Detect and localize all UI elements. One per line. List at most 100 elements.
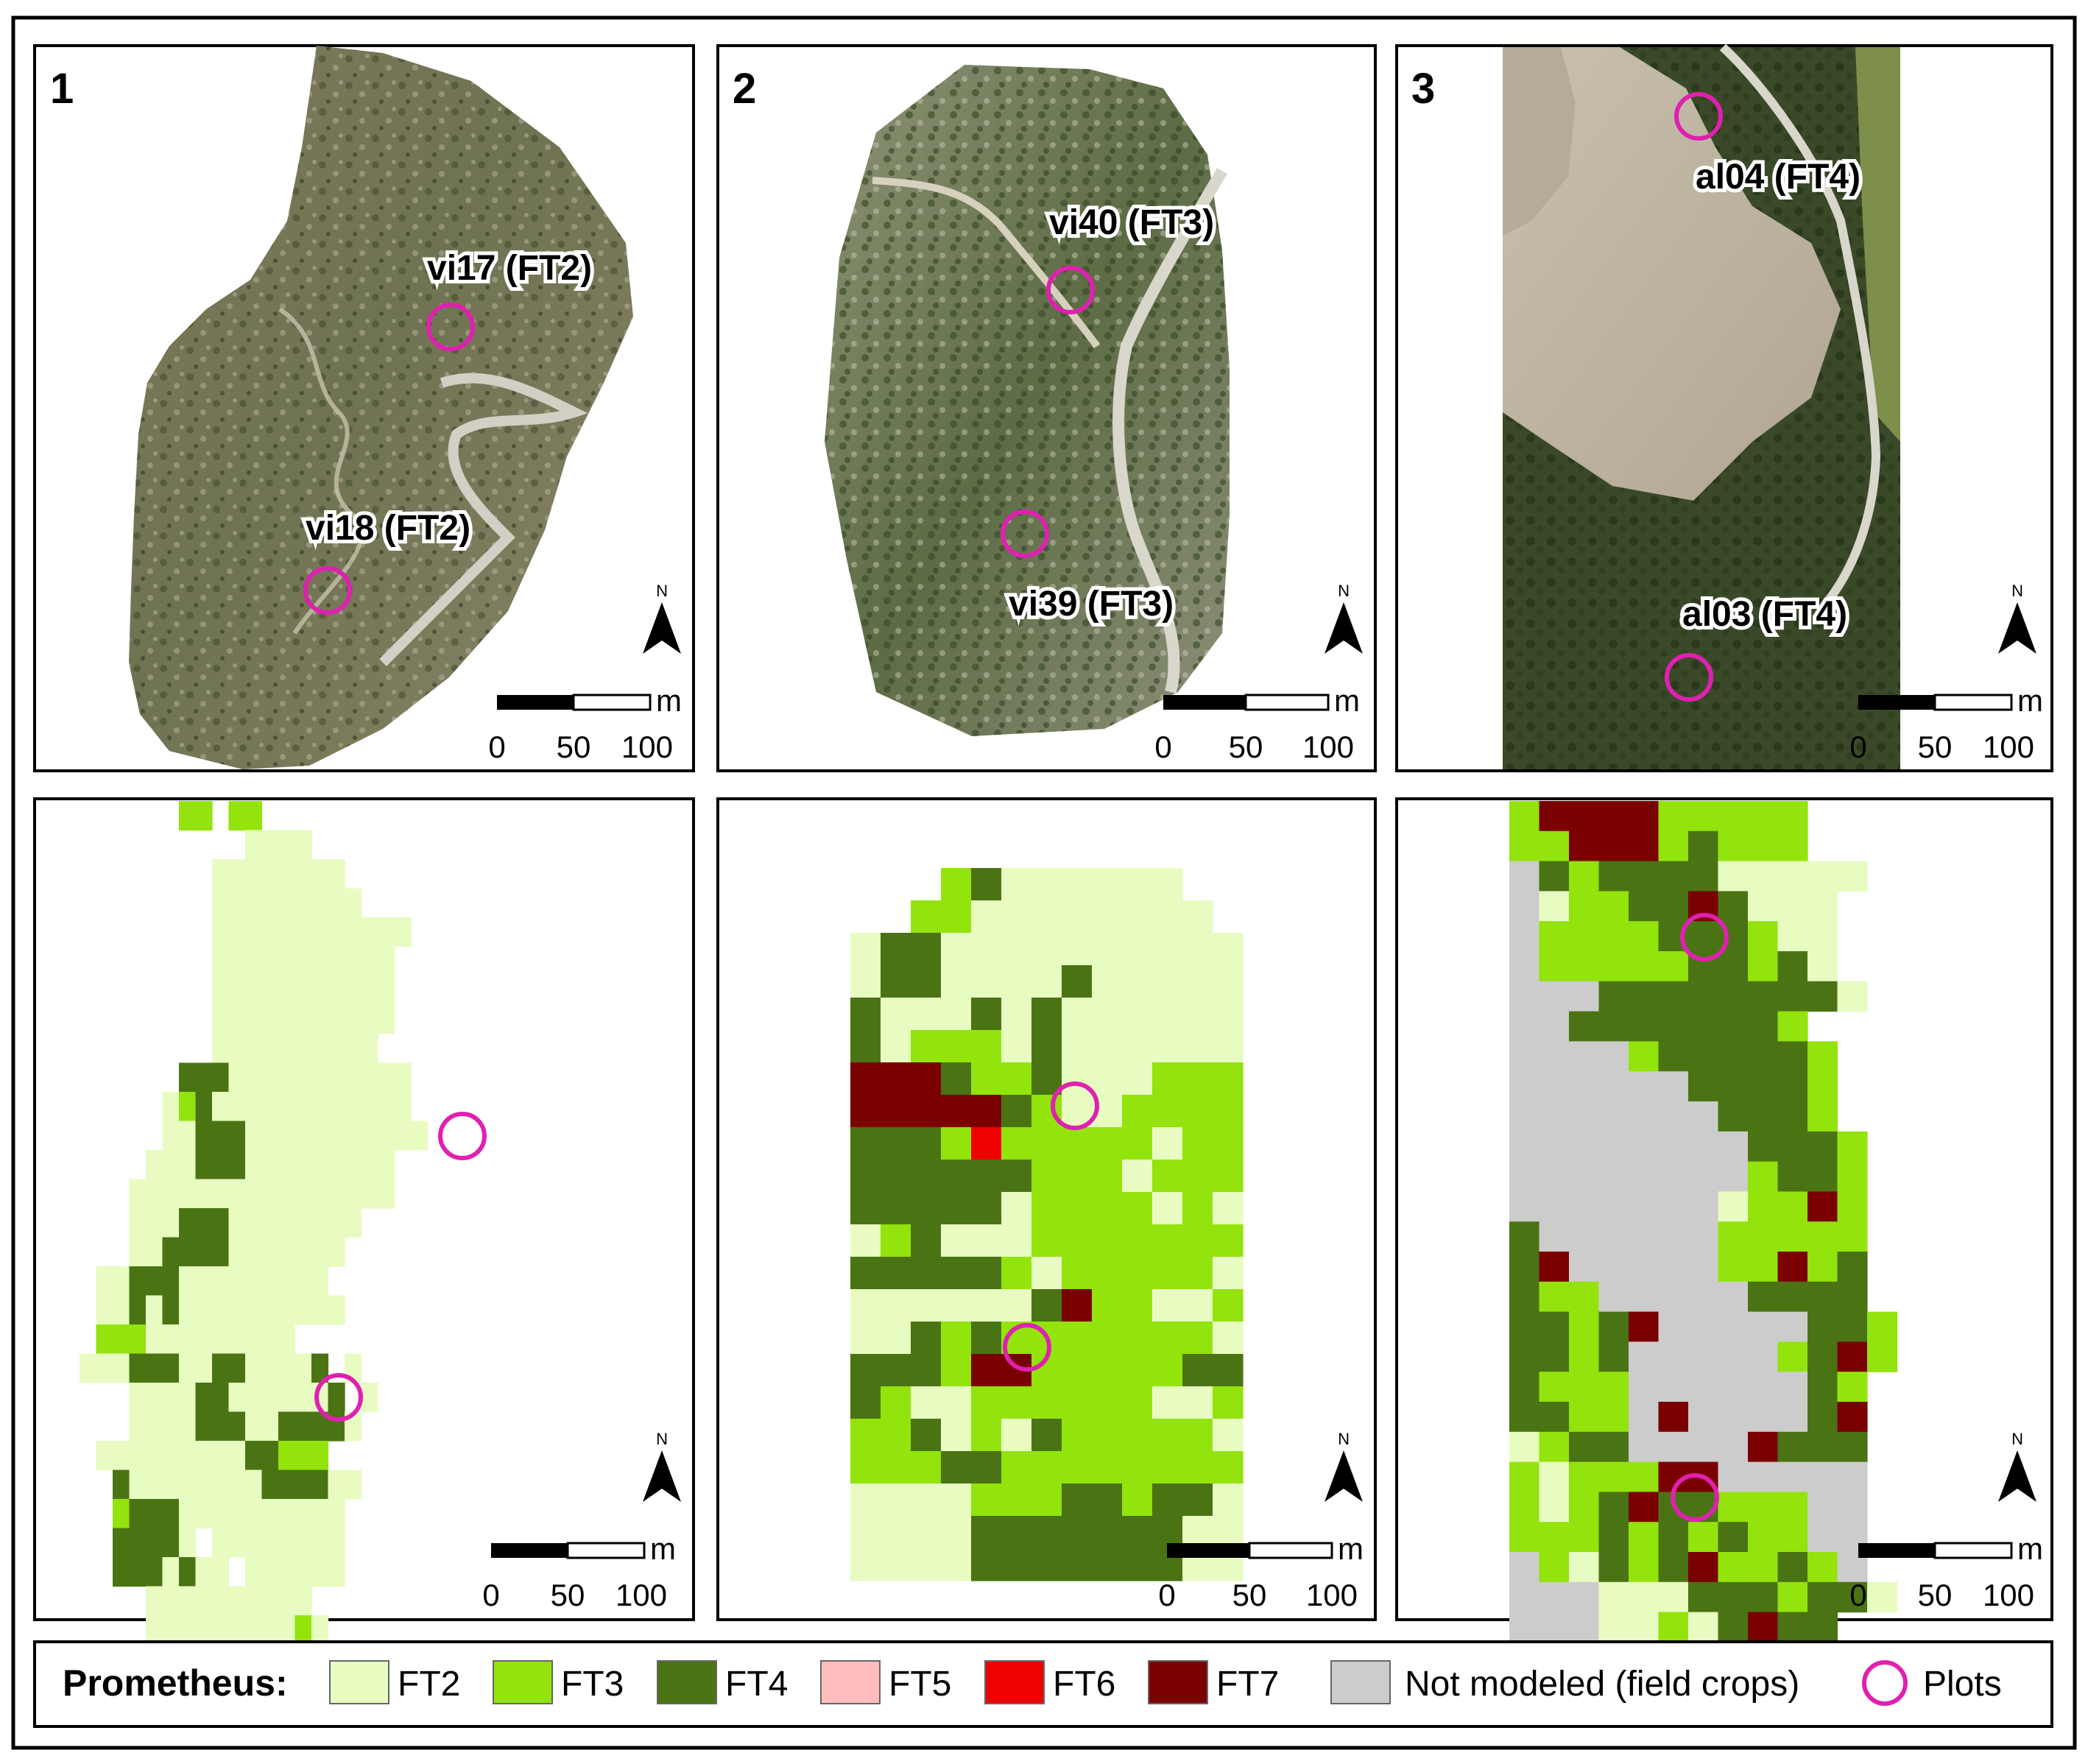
grid-cell-ft3 bbox=[1182, 1127, 1213, 1160]
grid-cell-ft3 bbox=[1569, 1492, 1600, 1523]
grid-cell-ft2 bbox=[212, 1266, 230, 1296]
grid-cell-ft4 bbox=[212, 1411, 230, 1442]
grid-cell-ft2 bbox=[80, 1353, 97, 1383]
grid-cell-ft2 bbox=[228, 1383, 246, 1413]
grid-cell-ft2 bbox=[245, 1499, 263, 1529]
grid-cell-ft4 bbox=[1807, 1402, 1838, 1433]
grid-cell-ft2 bbox=[345, 946, 362, 976]
scale-unit: m bbox=[650, 1531, 676, 1566]
grid-cell-ft3 bbox=[941, 868, 972, 901]
grid-cell-ft2 bbox=[361, 1383, 378, 1413]
grid-cell-ft4 bbox=[278, 1470, 296, 1500]
grid-cell-ft2 bbox=[361, 1121, 378, 1151]
grid-cell-not-modeled bbox=[1688, 1161, 1719, 1192]
grid-cell-ft4 bbox=[1777, 1552, 1808, 1583]
grid-cell-ft3 bbox=[1031, 1451, 1062, 1484]
grid-cell-ft3 bbox=[1213, 1451, 1244, 1484]
grid-cell-not-modeled bbox=[1777, 1461, 1808, 1492]
scale-bar: m 0 50 100 bbox=[1849, 1531, 2043, 1612]
grid-cell-ft4 bbox=[1001, 1516, 1032, 1549]
grid-cell-ft2 bbox=[328, 1034, 345, 1064]
grid-cell-ft4 bbox=[1748, 1071, 1779, 1102]
grid-cell-ft3 bbox=[1598, 1372, 1629, 1403]
grid-cell-ft2 bbox=[850, 1548, 881, 1581]
grid-cell-ft2 bbox=[129, 1441, 147, 1471]
grid-cell-not-modeled bbox=[1688, 1311, 1719, 1342]
grid-cell-ft2 bbox=[1152, 965, 1183, 998]
grid-cell-ft3 bbox=[1182, 1192, 1213, 1225]
grid-cell-not-modeled bbox=[1509, 1041, 1540, 1072]
grid-cell-ft2 bbox=[378, 1062, 395, 1093]
grid-cell-ft2 bbox=[881, 1322, 911, 1355]
grid-cell-ft3 bbox=[881, 1386, 911, 1419]
grid-cell-ft2 bbox=[212, 1004, 230, 1034]
plot-label: vi18 (FT2) bbox=[306, 509, 470, 548]
grid-cell-ft3 bbox=[245, 801, 263, 831]
grid-cell-ft3 bbox=[1688, 1522, 1719, 1553]
grid-cell-ft2 bbox=[1152, 1386, 1183, 1419]
grid-cell-ft7 bbox=[1777, 1252, 1808, 1283]
grid-cell-ft2 bbox=[1122, 1030, 1153, 1063]
grid-cell-ft3 bbox=[1031, 1483, 1062, 1517]
grid-cell-not-modeled bbox=[1629, 1372, 1660, 1403]
scale-bar-black bbox=[497, 695, 574, 710]
grid-cell-ft2 bbox=[1152, 900, 1183, 934]
grid-cell-ft4 bbox=[1001, 1160, 1032, 1193]
grid-cell-ft2 bbox=[411, 1121, 428, 1151]
track bbox=[278, 307, 364, 635]
scale-bar-black bbox=[1167, 1543, 1249, 1558]
plot-marker bbox=[1671, 1473, 1719, 1522]
grid-cell-not-modeled bbox=[1598, 1161, 1629, 1192]
grid-cell-ft2 bbox=[261, 1092, 279, 1122]
grid-cell-ft2 bbox=[228, 1237, 246, 1267]
grid-cell-ft3 bbox=[1777, 1011, 1808, 1042]
grid-cell-ft4 bbox=[1777, 951, 1808, 982]
grid-cell-not-modeled bbox=[1658, 1431, 1689, 1463]
grid-cell-ft2 bbox=[971, 1289, 1002, 1322]
grid-cell-ft2 bbox=[328, 946, 345, 976]
north-arrow-icon bbox=[1998, 602, 2036, 654]
grid-cell-not-modeled bbox=[1629, 1431, 1660, 1463]
grid-cell-ft2 bbox=[1777, 861, 1808, 892]
grid-cell-ft4 bbox=[1807, 981, 1838, 1012]
grid-cell-ft3 bbox=[1213, 1289, 1244, 1322]
grid-cell-ft4 bbox=[1718, 1522, 1749, 1553]
grid-cell-ft3 bbox=[1152, 1160, 1183, 1193]
grid-cell-ft2 bbox=[294, 1004, 312, 1034]
grid-cell-ft2 bbox=[1001, 868, 1032, 901]
grid-cell-ft2 bbox=[195, 1586, 213, 1616]
grid-cell-not-modeled bbox=[1688, 1341, 1719, 1372]
grid-cell-ft4 bbox=[1658, 1011, 1689, 1042]
north-arrow-icon bbox=[643, 602, 681, 654]
grid-cell-ft3 bbox=[1867, 1311, 1898, 1342]
grid-cell-ft2 bbox=[1001, 933, 1032, 966]
grid-cell-ft2 bbox=[311, 1034, 329, 1064]
grid-cell-ft4 bbox=[850, 1160, 881, 1193]
scale-tick: 0 bbox=[482, 1578, 499, 1612]
grid-cell-ft2 bbox=[195, 1295, 213, 1325]
legend-label-ft5: FT5 bbox=[889, 1665, 951, 1704]
grid-cell-ft2 bbox=[113, 1266, 130, 1296]
grid-cell-ft2 bbox=[1062, 933, 1093, 966]
road bbox=[1719, 43, 1881, 607]
grid-cell-ft2 bbox=[1122, 965, 1153, 998]
grid-cell-ft2 bbox=[294, 1237, 312, 1267]
grid-cell-not-modeled bbox=[1509, 921, 1540, 952]
grid-cell-ft4 bbox=[1569, 1431, 1600, 1463]
grid-cell-not-modeled bbox=[1539, 1131, 1570, 1163]
grid-cell-not-modeled bbox=[1598, 1281, 1629, 1313]
grid-cell-ft3 bbox=[971, 1062, 1002, 1096]
grid-cell-ft2 bbox=[212, 946, 230, 976]
grid-cell-ft4 bbox=[1688, 861, 1719, 892]
grid-cell-ft4 bbox=[212, 1208, 230, 1238]
grid-cell-ft3 bbox=[1658, 1612, 1689, 1643]
grid-cell-ft3 bbox=[1807, 1221, 1838, 1252]
grid-cell-ft2 bbox=[1748, 891, 1779, 922]
grid-cell-ft2 bbox=[1213, 998, 1244, 1031]
grid-cell-ft2 bbox=[294, 1383, 312, 1413]
grid-cell-ft2 bbox=[162, 1470, 180, 1500]
scale-tick: 0 bbox=[488, 730, 505, 764]
grid-cell-ft2 bbox=[245, 976, 263, 1006]
grid-cell-ft3 bbox=[1629, 1461, 1660, 1492]
panel-2-aerial: 2 vi40 (FT3) vi39 (FT3) N m 0 50 100 bbox=[716, 44, 1377, 772]
